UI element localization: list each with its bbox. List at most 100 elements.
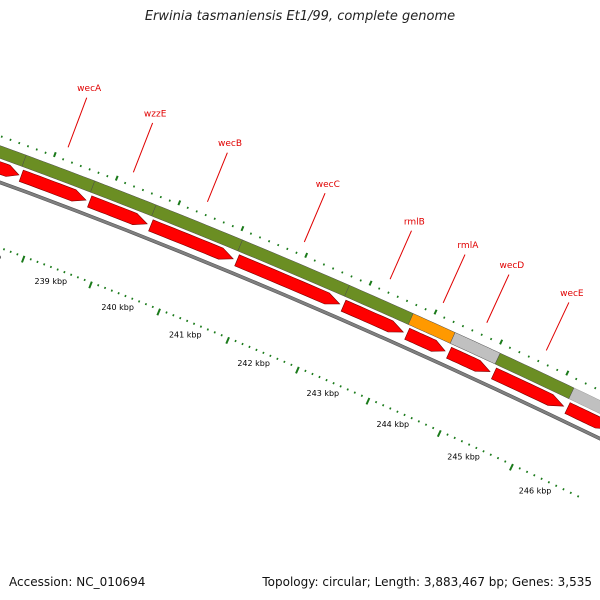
- outer-tick: [79, 164, 82, 168]
- inner-tick: [88, 281, 93, 289]
- backbone-line: [0, 180, 600, 441]
- inner-tick: [283, 360, 286, 364]
- inner-tick: [311, 372, 314, 376]
- outer-tick: [322, 263, 326, 266]
- inner-tick: [144, 302, 148, 306]
- inner-tick: [304, 369, 307, 373]
- outer-tick: [18, 141, 21, 145]
- inner-tick: [540, 477, 543, 481]
- gene-leader-wecC: [303, 193, 326, 243]
- inner-tick: [70, 273, 73, 276]
- gene-label-wzzE: wzzE: [144, 109, 167, 119]
- gene-leader-wzzE: [132, 122, 154, 173]
- inner-tick: [482, 450, 485, 453]
- inner-tick: [410, 416, 413, 420]
- inner-tick: [255, 348, 258, 352]
- outer-tick: [177, 200, 182, 206]
- kbp-label: 246 kbp: [519, 486, 552, 495]
- outer-tick: [546, 364, 549, 367]
- inner-tick: [117, 292, 120, 295]
- accession: Accession: NC_010694: [9, 575, 146, 589]
- genome-summary: Topology: circular; Length: 3,883,467 bp…: [262, 575, 592, 589]
- cds-arrow-rmlA: [404, 327, 446, 352]
- gene-leader-wecB: [206, 152, 228, 202]
- outer-tick: [556, 368, 559, 372]
- inner-tick: [525, 470, 529, 474]
- inner-tick: [467, 443, 471, 446]
- inner-tick: [241, 342, 244, 346]
- kbp-labels: 238 kbp 239 kbp 240 kbp 241 kbp 242 kbp 243 k…: [0, 252, 551, 495]
- inner-tick: [276, 357, 279, 361]
- outer-tick: [489, 337, 493, 341]
- inner-tick: [555, 484, 558, 488]
- inner-tick: [137, 300, 141, 303]
- inner-tick: [97, 284, 100, 287]
- inner-tick: [76, 276, 80, 279]
- inner-tick: [220, 333, 223, 337]
- inner-tick: [382, 404, 385, 407]
- backbone-track: [0, 180, 600, 441]
- inner-tick: [374, 400, 378, 404]
- inner-tick: [346, 388, 349, 391]
- cds-track: [0, 161, 600, 429]
- cds-arrow-wecA: [18, 169, 87, 202]
- inner-tick: [518, 467, 521, 470]
- outer-tick: [295, 251, 298, 255]
- outer-tick: [204, 213, 207, 217]
- inner-tick: [269, 354, 272, 358]
- outer-tick: [106, 174, 109, 178]
- inner-tick: [83, 278, 86, 282]
- outer-tick: [124, 181, 127, 185]
- gene-label-rmlB: rmlB: [404, 217, 425, 227]
- cds-arrow-rmlB: [340, 299, 404, 333]
- inner-tick: [49, 265, 53, 269]
- outer-tick: [231, 224, 234, 228]
- outer-tick: [132, 185, 136, 188]
- inner-tick: [417, 420, 420, 423]
- cds-arrow-wecE: [491, 367, 565, 407]
- inner-tick: [16, 253, 19, 256]
- inner-tick: [262, 351, 265, 355]
- inner-tick: [213, 331, 216, 334]
- outer-tick: [359, 279, 362, 282]
- outer-tick: [286, 247, 289, 251]
- outer-tick: [44, 151, 47, 154]
- outer-tick: [35, 148, 38, 151]
- outer-tick: [499, 339, 504, 345]
- inner-tick: [489, 453, 492, 456]
- outer-tick: [249, 232, 253, 235]
- gene-leader-rmlA: [442, 254, 466, 304]
- inner-tick: [432, 426, 435, 430]
- inner-tick: [103, 286, 107, 290]
- outer-tick: [443, 316, 446, 319]
- outer-tick: [168, 199, 171, 202]
- inner-tick: [332, 381, 335, 385]
- inner-tick: [339, 385, 342, 388]
- outer-tick: [480, 333, 483, 336]
- inner-tick: [225, 336, 230, 345]
- outer-tick: [258, 236, 262, 239]
- cog-segment-leading: [0, 145, 27, 167]
- inner-tick: [295, 366, 300, 374]
- outer-tick: [141, 188, 145, 192]
- outer-tick: [565, 370, 570, 376]
- inner-tick: [2, 248, 6, 251]
- kbp-label: 240 kbp: [101, 303, 134, 312]
- gene-leader-wecA: [67, 97, 88, 148]
- outer-tick: [537, 359, 540, 363]
- cds-arrow-wecB: [148, 219, 234, 260]
- inner-tick: [475, 446, 478, 450]
- outer-tick: [331, 267, 335, 270]
- inner-tick: [403, 413, 406, 417]
- outer-tick: [213, 217, 216, 220]
- inner-tick: [360, 394, 364, 397]
- outer-tick: [350, 275, 353, 278]
- tick-marks: [0, 135, 597, 498]
- inner-tick: [453, 436, 456, 440]
- inner-tick: [436, 429, 442, 438]
- inner-tick: [325, 378, 328, 382]
- inner-tick: [151, 305, 154, 309]
- outer-tick: [415, 303, 418, 307]
- inner-tick: [353, 391, 356, 394]
- inner-tick: [290, 363, 293, 367]
